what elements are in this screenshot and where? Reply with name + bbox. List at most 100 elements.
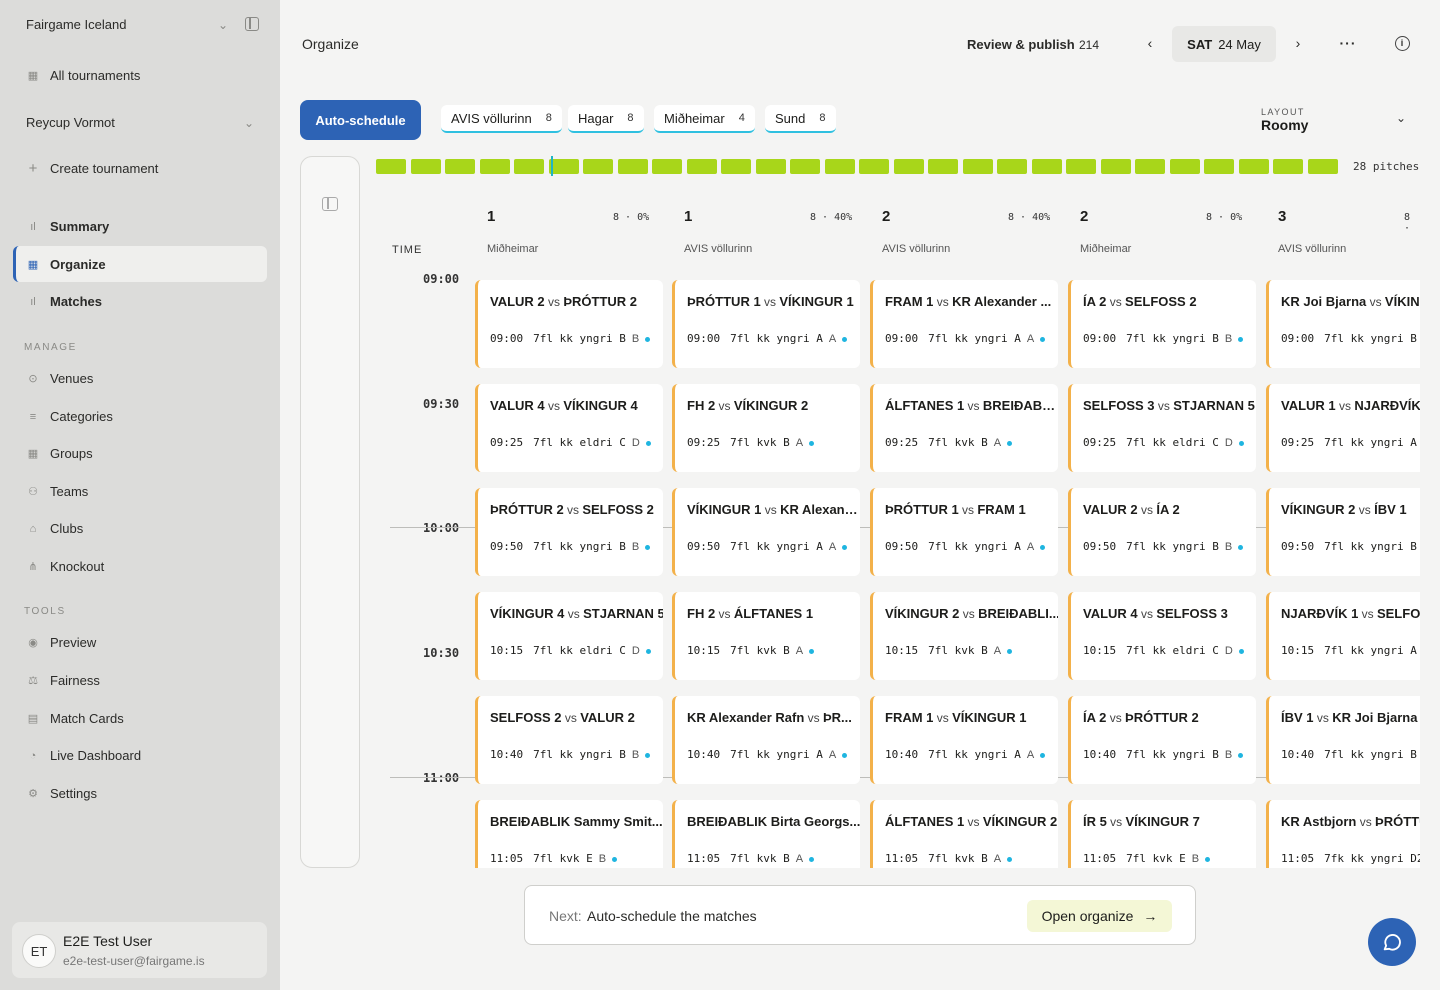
collapse-sidebar-icon[interactable] bbox=[245, 17, 259, 31]
match-card[interactable]: KR Astbjorn vs ÞRÓTTU 11:05 7fk kk yngri D… bbox=[1266, 800, 1420, 868]
date-picker[interactable]: SAT 24 May bbox=[1172, 26, 1276, 62]
info-button[interactable]: i bbox=[1389, 30, 1415, 56]
more-options-button[interactable]: ··· bbox=[1335, 30, 1361, 56]
pitch-bar[interactable] bbox=[721, 159, 751, 174]
match-card[interactable]: ÍA 2 vs SELFOSS 2 09:00 7fl kk yngri B B bbox=[1068, 280, 1256, 368]
pitch-bar[interactable] bbox=[928, 159, 958, 174]
pitch-bar[interactable] bbox=[376, 159, 406, 174]
user-card[interactable]: ET E2E Test User e2e-test-user@fairgame.… bbox=[12, 922, 267, 978]
create-tournament-link[interactable]: + Create tournament bbox=[26, 160, 254, 177]
match-card[interactable]: ÞRÓTTUR 1 vs VÍKINGUR 1 09:00 7fl kk yngri… bbox=[672, 280, 860, 368]
pitch-bar[interactable] bbox=[1307, 159, 1338, 174]
prev-day-button[interactable]: ‹ bbox=[1137, 30, 1163, 56]
pitch-bar[interactable] bbox=[548, 159, 579, 174]
match-card[interactable]: ÁLFTANES 1 vs BREIÐABLI... 09:25 7fl kvk B… bbox=[870, 384, 1058, 472]
pitch-bar[interactable] bbox=[1031, 159, 1062, 174]
pitch-bar[interactable] bbox=[997, 159, 1027, 174]
match-card[interactable]: KR Joi Bjarna vs VÍKING 09:00 7fl kk yngri… bbox=[1266, 280, 1420, 368]
sidebar-item-preview[interactable]: ◉ Preview bbox=[26, 635, 254, 650]
match-card[interactable]: VALUR 2 vs ÞRÓTTUR 2 09:00 7fl kk yngri B B bbox=[475, 280, 663, 368]
pitch-bar[interactable] bbox=[824, 159, 855, 174]
match-card[interactable]: FRAM 1 vs VÍKINGUR 1 10:40 7fl kk yngri A A bbox=[870, 696, 1058, 784]
sidebar-item-categories[interactable]: ≡ Categories bbox=[26, 409, 254, 424]
vs-separator: vs bbox=[1335, 399, 1355, 413]
sidebar-item-fairness[interactable]: ⚖ Fairness bbox=[26, 673, 254, 688]
pitch-bar[interactable] bbox=[1066, 159, 1096, 174]
pitch-strip[interactable] bbox=[376, 159, 1342, 174]
sidebar-item-matches[interactable]: ıl Matches bbox=[26, 294, 254, 309]
pitch-bar[interactable] bbox=[1238, 159, 1269, 174]
sidebar-item-groups[interactable]: ▦ Groups bbox=[26, 446, 254, 461]
sidebar-item-teams[interactable]: ⚇ Teams bbox=[26, 484, 254, 499]
match-card[interactable]: ÁLFTANES 1 vs VÍKINGUR 2 11:05 7fl kvk B A bbox=[870, 800, 1058, 868]
match-card[interactable]: VÍKINGUR 1 vs KR Alexand... 09:50 7fl kk y… bbox=[672, 488, 860, 576]
pitch-bar[interactable] bbox=[893, 159, 924, 174]
match-meta: 10:40 7fl kk yngri B B bbox=[490, 748, 651, 761]
match-card[interactable]: VÍKINGUR 2 vs ÍBV 1 09:50 7fl kk yngri B bbox=[1266, 488, 1420, 576]
match-card[interactable]: VALUR 4 vs SELFOSS 3 10:15 7fl kk eldri C D bbox=[1068, 592, 1256, 680]
sidebar-item-settings[interactable]: ⚙ Settings bbox=[26, 786, 254, 801]
pitch-bar[interactable] bbox=[962, 159, 993, 174]
layout-select[interactable]: Roomy bbox=[1261, 117, 1309, 133]
pitch-bar[interactable] bbox=[410, 159, 441, 174]
open-organize-button[interactable]: Open organize → bbox=[1027, 900, 1172, 932]
pitch-bar[interactable] bbox=[1135, 159, 1165, 174]
pitch-bar[interactable] bbox=[514, 159, 544, 174]
pitch-bar[interactable] bbox=[479, 159, 510, 174]
pitch-bar[interactable] bbox=[1169, 159, 1200, 174]
sidebar-item-knockout[interactable]: ⋔ Knockout bbox=[26, 559, 254, 574]
pitch-bar[interactable] bbox=[790, 159, 820, 174]
match-card[interactable]: VALUR 1 vs NJARÐVÍK 1 09:25 7fl kk yngri A bbox=[1266, 384, 1420, 472]
tournament-switcher[interactable]: Reycup Vormot ⌄ bbox=[26, 115, 254, 130]
chevron-down-icon[interactable]: ⌄ bbox=[1396, 111, 1407, 125]
match-card[interactable]: BREIÐABLIK Birta Georgs... 11:05 7fl kvk B… bbox=[672, 800, 860, 868]
venue-chip-midheimar[interactable]: Miðheimar 4 bbox=[654, 105, 755, 133]
chat-button[interactable] bbox=[1368, 918, 1416, 966]
match-card[interactable]: ÞRÓTTUR 1 vs FRAM 1 09:50 7fl kk yngri A A bbox=[870, 488, 1058, 576]
pitch-bar[interactable] bbox=[1273, 159, 1303, 174]
match-card[interactable]: ÍBV 1 vs KR Joi Bjarna 10:40 7fl kk yngri … bbox=[1266, 696, 1420, 784]
all-tournaments-link[interactable]: ▦ All tournaments bbox=[26, 68, 254, 83]
match-card[interactable]: FRAM 1 vs KR Alexander ... 09:00 7fl kk yn… bbox=[870, 280, 1058, 368]
org-switcher[interactable]: Fairgame Iceland ⌄ bbox=[26, 17, 254, 32]
pitch-bar[interactable] bbox=[859, 159, 889, 174]
sidebar-item-live-dashboard[interactable]: ◔ Live Dashboard bbox=[26, 748, 254, 763]
sidebar-item-organize[interactable]: ▦ Organize bbox=[26, 257, 254, 272]
match-card[interactable]: ÍA 2 vs ÞRÓTTUR 2 10:40 7fl kk yngri B B bbox=[1068, 696, 1256, 784]
match-card[interactable]: KR Alexander Rafn vs ÞR... 10:40 7fl kk yn… bbox=[672, 696, 860, 784]
sidebar-item-venues[interactable]: ⊙ Venues bbox=[26, 371, 254, 386]
next-day-button[interactable]: › bbox=[1285, 30, 1311, 56]
pitch-bar[interactable] bbox=[617, 159, 648, 174]
match-card[interactable]: SELFOSS 3 vs STJARNAN 5 09:25 7fl kk eldri… bbox=[1068, 384, 1256, 472]
auto-schedule-button[interactable]: Auto-schedule bbox=[300, 100, 421, 140]
match-card[interactable]: NJARÐVÍK 1 vs SELFOSS 10:15 7fl kk yngri A bbox=[1266, 592, 1420, 680]
match-card[interactable]: VALUR 2 vs ÍA 2 09:50 7fl kk yngri B B bbox=[1068, 488, 1256, 576]
sidebar-item-summary[interactable]: ıl Summary bbox=[26, 219, 254, 234]
match-card[interactable]: FH 2 vs ÁLFTANES 1 10:15 7fl kvk B A bbox=[672, 592, 860, 680]
match-card[interactable]: VALUR 4 vs VÍKINGUR 4 09:25 7fl kk eldri C… bbox=[475, 384, 663, 472]
match-card[interactable]: FH 2 vs VÍKINGUR 2 09:25 7fl kvk B A bbox=[672, 384, 860, 472]
pitch-column-stat: 8 · 0% bbox=[1206, 212, 1243, 223]
match-card[interactable]: SELFOSS 2 vs VALUR 2 10:40 7fl kk yngri B B bbox=[475, 696, 663, 784]
pitch-bar[interactable] bbox=[1100, 159, 1131, 174]
expand-panel-icon[interactable] bbox=[322, 197, 338, 211]
venue-chip-avis[interactable]: AVIS völlurinn 8 bbox=[441, 105, 562, 133]
pitch-bar[interactable] bbox=[445, 159, 475, 174]
review-publish-button[interactable]: Review & publish bbox=[967, 37, 1075, 52]
pitch-bar[interactable] bbox=[1204, 159, 1234, 174]
match-card[interactable]: BREIÐABLIK Sammy Smit... 11:05 7fl kvk E B bbox=[475, 800, 663, 868]
sidebar-item-clubs[interactable]: ⌂ Clubs bbox=[26, 521, 254, 536]
pitch-bar[interactable] bbox=[686, 159, 717, 174]
pitch-strip-cursor[interactable] bbox=[551, 156, 553, 176]
venue-chip-hagar[interactable]: Hagar 8 bbox=[568, 105, 644, 133]
pitch-bar[interactable] bbox=[755, 159, 786, 174]
match-card[interactable]: VÍKINGUR 2 vs BREIÐABLI... 10:15 7fl kvk B… bbox=[870, 592, 1058, 680]
match-card[interactable]: VÍKINGUR 4 vs STJARNAN 5 10:15 7fl kk eldr… bbox=[475, 592, 663, 680]
match-card[interactable]: ÍR 5 vs VÍKINGUR 7 11:05 7fl kvk E B bbox=[1068, 800, 1256, 868]
pitch-bar[interactable] bbox=[652, 159, 682, 174]
pitch-bar[interactable] bbox=[583, 159, 613, 174]
match-card[interactable]: ÞRÓTTUR 2 vs SELFOSS 2 09:50 7fl kk yngri … bbox=[475, 488, 663, 576]
venue-chip-sund[interactable]: Sund 8 bbox=[765, 105, 836, 133]
pitch-column-stat: 8 · 0% bbox=[613, 212, 650, 223]
sidebar-item-match-cards[interactable]: ▤ Match Cards bbox=[26, 711, 254, 726]
